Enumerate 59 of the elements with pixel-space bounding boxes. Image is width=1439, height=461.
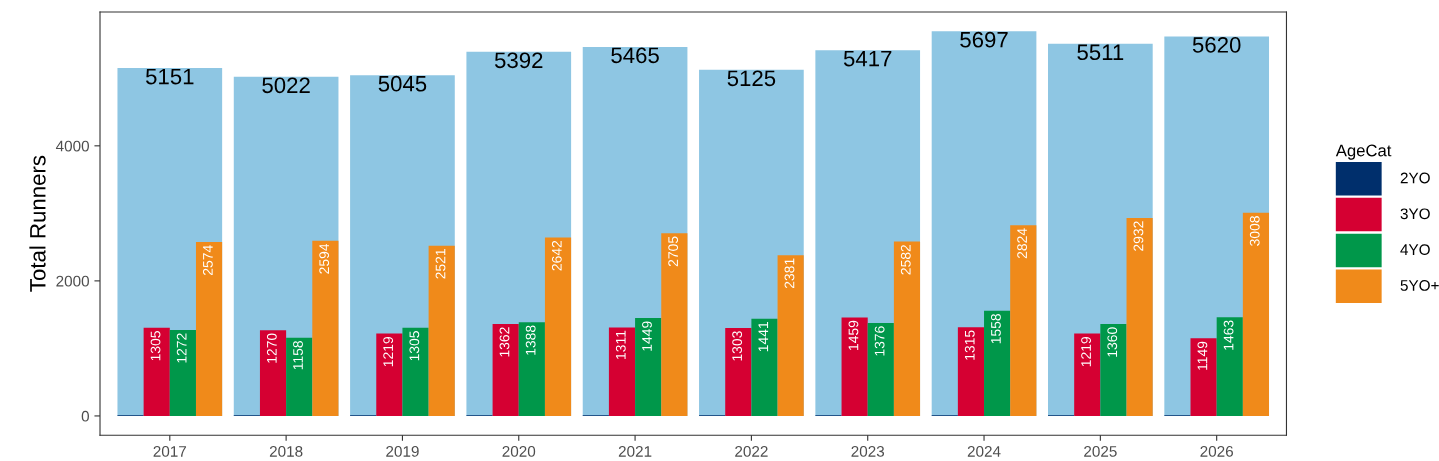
y-tick-label: 0 — [81, 410, 89, 422]
data-label: 1459 — [848, 320, 859, 350]
data-label: 5465 — [611, 47, 659, 64]
x-tick-label: 2026 — [1200, 446, 1233, 457]
x-tick-label: 2017 — [153, 446, 187, 457]
x-tick-label: 2019 — [386, 446, 419, 457]
data-label: 2521 — [435, 249, 446, 279]
data-label: 5125 — [727, 70, 776, 87]
data-label: 1376 — [874, 326, 885, 356]
data-label: 2582 — [900, 244, 911, 275]
legend-label: 4YO — [1400, 244, 1430, 256]
data-label: 2574 — [202, 245, 213, 276]
data-label: 2594 — [319, 243, 330, 274]
data-label: 1272 — [176, 333, 187, 363]
y-tick-label: 4000 — [55, 140, 89, 152]
y-tick-label: 2000 — [56, 275, 89, 287]
x-tick-label: 2025 — [1084, 446, 1117, 457]
data-label: 1219 — [1081, 336, 1091, 367]
data-label: 2705 — [668, 236, 679, 267]
data-label: 1441 — [758, 322, 769, 352]
legend-label: 2YO — [1400, 172, 1430, 184]
data-label: 1315 — [964, 330, 975, 360]
data-label: 2381 — [784, 258, 795, 289]
data-label: 1219 — [383, 336, 394, 367]
y-axis-title: Total Runners — [29, 155, 46, 292]
data-label: 1388 — [525, 325, 536, 355]
data-label: 5511 — [1077, 44, 1124, 61]
data-label: 3008 — [1249, 216, 1260, 246]
x-tick-label: 2024 — [967, 446, 1001, 457]
data-label: 1463 — [1223, 320, 1234, 350]
data-label: 2932 — [1133, 221, 1144, 251]
data-label: 1149 — [1197, 341, 1208, 370]
data-label: 5022 — [262, 77, 310, 94]
data-label: 5392 — [494, 52, 543, 69]
data-label: 1305 — [409, 331, 420, 361]
data-label: 1311 — [615, 330, 626, 359]
x-tick-label: 2021 — [618, 446, 652, 457]
data-label: 1362 — [499, 327, 510, 357]
data-label: 1360 — [1107, 327, 1118, 357]
data-label: 1270 — [266, 333, 277, 363]
data-label: 1558 — [991, 314, 1001, 344]
data-label: 2642 — [551, 240, 562, 271]
data-label: 1303 — [732, 331, 743, 361]
x-tick-label: 2020 — [502, 446, 536, 457]
x-tick-label: 2023 — [851, 446, 885, 457]
data-label: 1158 — [293, 341, 303, 370]
data-label: 2824 — [1017, 228, 1028, 259]
data-label: 5697 — [960, 31, 1008, 48]
data-label: 5151 — [145, 68, 194, 85]
data-label: 1305 — [150, 331, 161, 361]
x-tick-label: 2022 — [735, 446, 768, 457]
data-label: 1449 — [642, 321, 652, 351]
legend-label: 3YO — [1400, 208, 1430, 220]
data-label: 5417 — [843, 50, 892, 67]
data-label: 5620 — [1192, 37, 1241, 53]
legend-title: AgeCat — [1335, 144, 1392, 160]
legend-label: 5YO+ — [1400, 280, 1439, 291]
x-tick-label: 2018 — [269, 446, 303, 457]
data-label: 5045 — [378, 75, 427, 92]
